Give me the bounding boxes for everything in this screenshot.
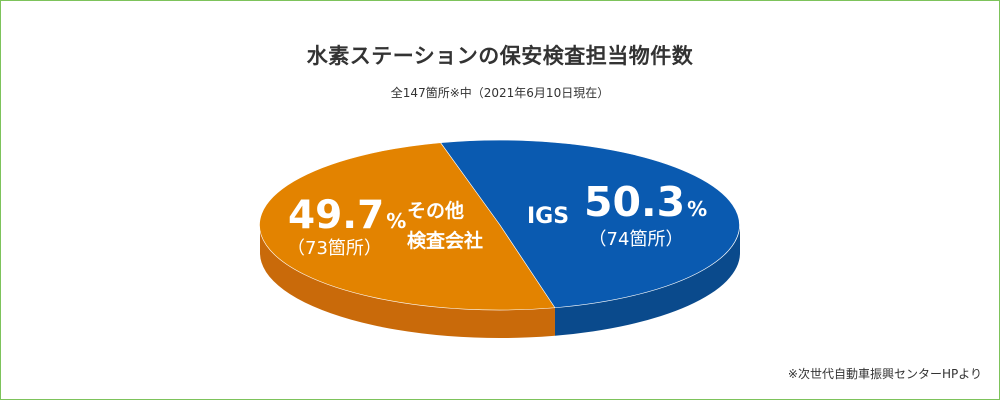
pie-slice-1 <box>440 139 740 309</box>
chart-title: 水素ステーションの保安検査担当物件数 <box>306 44 694 68</box>
pie-slices <box>259 139 740 311</box>
pie-slice-0 <box>259 142 556 311</box>
slice-1-count: （74箇所） <box>589 229 684 250</box>
pie-side-1 <box>554 225 740 336</box>
slice-1-label: IGS <box>527 204 569 229</box>
slice-0-count: （73箇所） <box>287 238 382 259</box>
chart-subtitle: 全147箇所※中（2021年6月10日現在） <box>390 86 610 100</box>
source-note: ※次世代自動車振興センターHPより <box>787 367 982 381</box>
slice-0-label-line2: 検査会社 <box>407 229 483 252</box>
slice-0-label-line1: その他 <box>407 199 464 222</box>
